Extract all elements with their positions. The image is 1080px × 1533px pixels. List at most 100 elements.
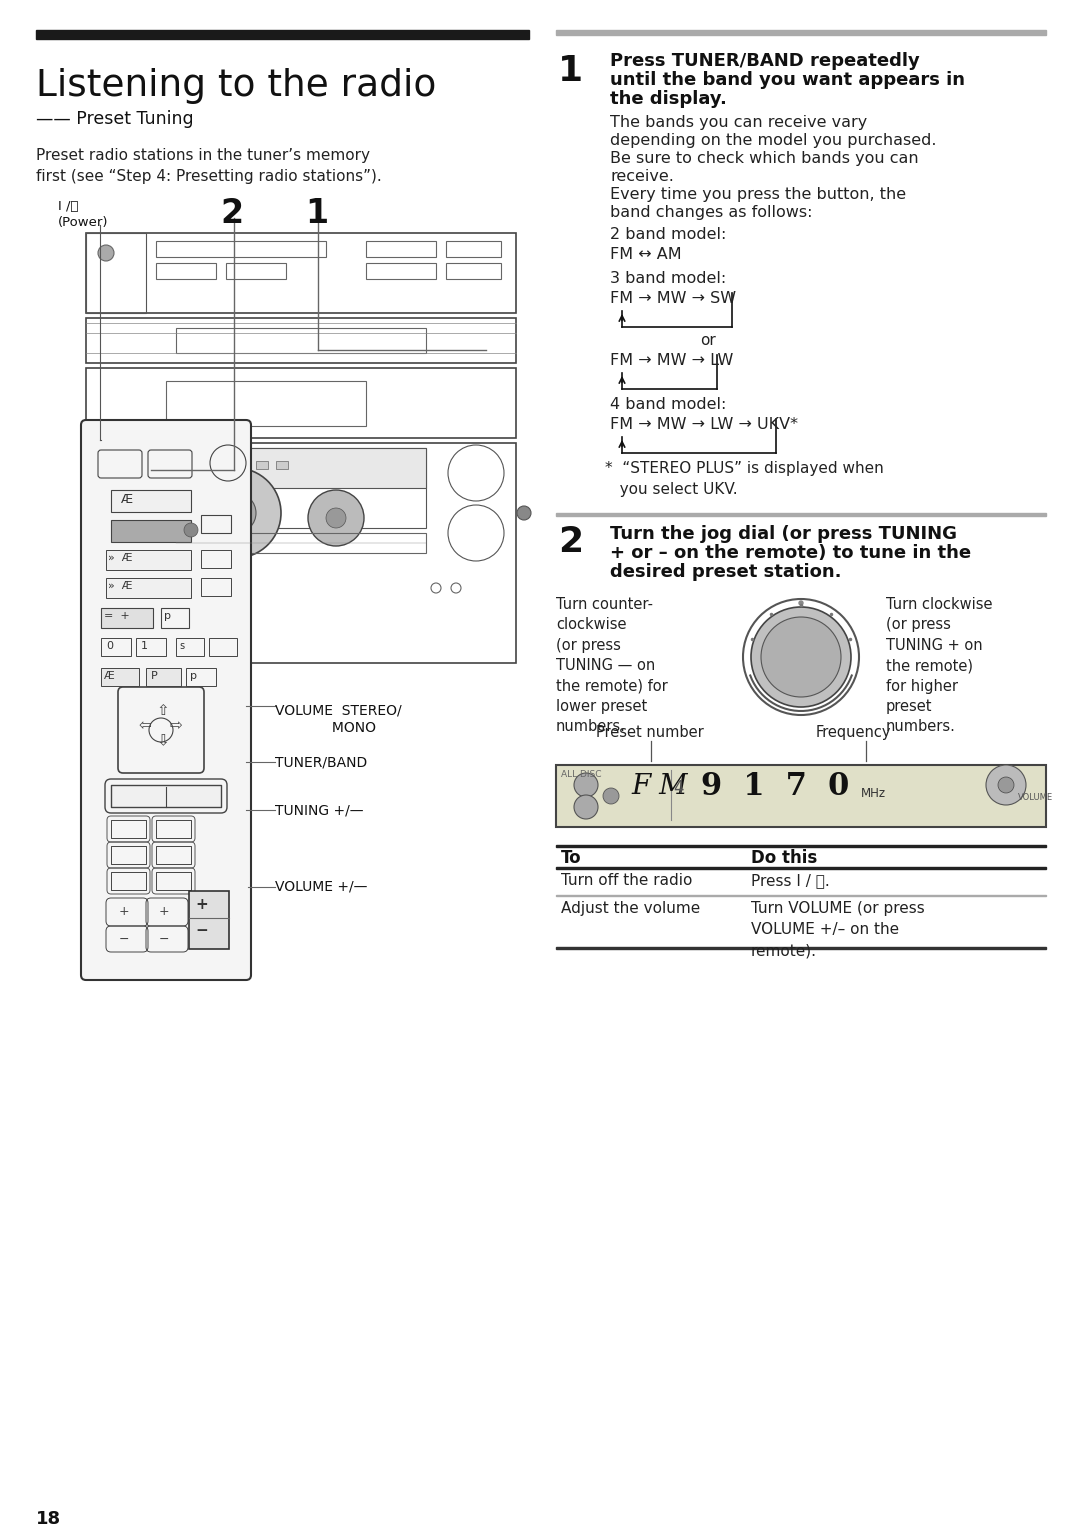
Text: 1: 1 xyxy=(305,198,328,230)
Text: Be sure to check which bands you can: Be sure to check which bands you can xyxy=(610,150,919,166)
Text: until the band you want appears in: until the band you want appears in xyxy=(610,71,966,89)
Text: +: + xyxy=(159,904,170,918)
Text: band changes as follows:: band changes as follows: xyxy=(610,205,812,221)
Text: +: + xyxy=(195,897,207,912)
Bar xyxy=(146,668,181,685)
Text: Æ: Æ xyxy=(121,494,133,506)
Text: Turn the jog dial (or press TUNING: Turn the jog dial (or press TUNING xyxy=(610,524,957,543)
Circle shape xyxy=(517,506,531,520)
Circle shape xyxy=(761,616,841,698)
Bar xyxy=(111,872,146,891)
Bar xyxy=(176,448,426,527)
Circle shape xyxy=(998,777,1014,793)
Text: P: P xyxy=(151,671,158,681)
Bar xyxy=(210,638,237,656)
Bar xyxy=(176,533,426,553)
Circle shape xyxy=(573,773,598,797)
Circle shape xyxy=(573,796,598,819)
Text: F M: F M xyxy=(631,773,688,800)
Text: 9  1  7  0: 9 1 7 0 xyxy=(701,771,849,802)
Bar xyxy=(36,31,529,38)
Text: 0: 0 xyxy=(106,641,113,652)
Bar xyxy=(176,328,426,353)
Text: 2: 2 xyxy=(558,524,583,560)
Text: 2 band model:: 2 band model: xyxy=(610,227,727,242)
Text: =  +: = + xyxy=(104,612,130,621)
Bar xyxy=(556,514,1047,517)
Text: Turn VOLUME (or press
VOLUME +/– on the
remote).: Turn VOLUME (or press VOLUME +/– on the … xyxy=(751,901,924,958)
Text: depending on the model you purchased.: depending on the model you purchased. xyxy=(610,133,936,149)
Bar xyxy=(189,891,229,949)
Text: Press I / ⏻.: Press I / ⏻. xyxy=(751,872,829,888)
Text: —— Preset Tuning: —— Preset Tuning xyxy=(36,110,193,127)
Bar xyxy=(166,382,366,426)
Text: Press TUNER/BAND repeatedly: Press TUNER/BAND repeatedly xyxy=(610,52,920,71)
Text: To: To xyxy=(561,849,582,868)
Text: Frequency: Frequency xyxy=(816,725,891,740)
Circle shape xyxy=(184,523,198,537)
Bar xyxy=(276,461,288,469)
Bar xyxy=(201,578,231,596)
Text: Adjust the volume: Adjust the volume xyxy=(561,901,700,917)
Text: 1: 1 xyxy=(558,54,583,87)
Text: 18: 18 xyxy=(36,1510,62,1528)
Text: Turn counter-
clockwise
(or press
TUNING — on
the remote) for
lower preset
numbe: Turn counter- clockwise (or press TUNING… xyxy=(556,596,667,734)
Text: Turn off the radio: Turn off the radio xyxy=(561,872,692,888)
Text: ⇦: ⇦ xyxy=(139,717,152,733)
Bar xyxy=(111,785,221,806)
Text: Listening to the radio: Listening to the radio xyxy=(36,67,436,104)
Bar xyxy=(156,872,191,891)
Text: FM ↔ AM: FM ↔ AM xyxy=(610,247,681,262)
Circle shape xyxy=(230,507,242,520)
Bar xyxy=(201,550,231,569)
Text: FM → MW → SW: FM → MW → SW xyxy=(610,291,737,307)
Bar xyxy=(161,609,189,629)
Bar xyxy=(156,846,191,865)
Text: desired preset station.: desired preset station. xyxy=(610,563,841,581)
Bar xyxy=(86,443,516,662)
Text: p: p xyxy=(190,671,197,681)
Text: −: − xyxy=(119,934,130,946)
Bar xyxy=(216,461,228,469)
Circle shape xyxy=(216,494,256,533)
Bar xyxy=(556,765,1047,826)
Text: Æ: Æ xyxy=(104,671,114,681)
Text: VOLUME: VOLUME xyxy=(1018,793,1053,802)
Bar xyxy=(86,233,146,313)
Text: 4 band model:: 4 band model: xyxy=(610,397,727,412)
Text: −: − xyxy=(195,923,207,938)
Text: ⇨: ⇨ xyxy=(168,717,181,733)
Text: p: p xyxy=(164,612,171,621)
Bar xyxy=(176,638,204,656)
FancyBboxPatch shape xyxy=(81,420,251,980)
Text: ⇧: ⇧ xyxy=(156,704,168,717)
Bar xyxy=(136,638,166,656)
Bar xyxy=(102,638,131,656)
Text: 4: 4 xyxy=(673,779,684,797)
Text: VOLUME  STEREO/
             MONO: VOLUME STEREO/ MONO xyxy=(275,704,402,734)
Text: or: or xyxy=(700,333,716,348)
Text: receive.: receive. xyxy=(610,169,674,184)
Bar xyxy=(195,461,208,469)
Text: 3 band model:: 3 band model: xyxy=(610,271,726,287)
Text: Preset number: Preset number xyxy=(596,725,704,740)
Bar xyxy=(102,668,139,685)
Bar xyxy=(111,846,146,865)
Text: I /⏻
(Power): I /⏻ (Power) xyxy=(58,199,108,228)
Circle shape xyxy=(751,607,851,707)
Bar xyxy=(446,264,501,279)
Text: TUNER/BAND: TUNER/BAND xyxy=(275,754,367,770)
Circle shape xyxy=(326,507,346,527)
Bar xyxy=(556,31,1047,35)
Bar xyxy=(256,461,268,469)
Text: ⇩: ⇩ xyxy=(156,733,168,748)
Bar xyxy=(156,241,326,258)
Bar xyxy=(111,820,146,839)
Text: Preset radio stations in the tuner’s memory
first (see “Step 4: Presetting radio: Preset radio stations in the tuner’s mem… xyxy=(36,149,381,184)
Bar xyxy=(186,668,216,685)
Text: Every time you press the button, the: Every time you press the button, the xyxy=(610,187,906,202)
Bar xyxy=(366,264,436,279)
Circle shape xyxy=(603,788,619,803)
Text: VOLUME +/—: VOLUME +/— xyxy=(275,880,367,894)
Bar xyxy=(366,241,436,258)
